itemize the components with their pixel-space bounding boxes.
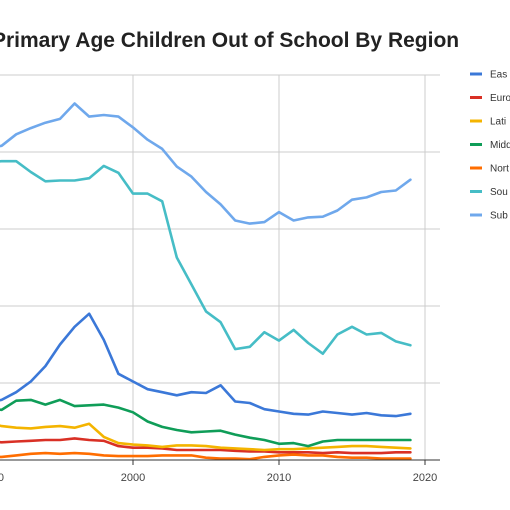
- series-line-6: [0, 102, 412, 225]
- x-tick-label: 2020: [413, 472, 437, 484]
- series-line-2: [0, 422, 412, 452]
- series-line-3: [0, 398, 412, 448]
- x-tick-label: 2010: [267, 472, 291, 484]
- gridlines: [0, 74, 440, 460]
- legend-label: Midd: [490, 140, 510, 151]
- chart-title: Primary Age Children Out of School By Re…: [0, 29, 459, 52]
- series-line-0: [0, 312, 412, 418]
- legend-label: Sub: [490, 211, 508, 222]
- legend-label: Euro: [490, 93, 510, 104]
- series-line-1: [0, 437, 412, 455]
- x-axis-ticks: 2000 2010 2020 0: [0, 460, 437, 484]
- legend: Eas Euro Lati Midd Nort Sou Sub: [470, 70, 510, 222]
- legend-label: Sou: [490, 187, 508, 198]
- x-tick-label: 2000: [121, 472, 145, 484]
- legend-label: Lati: [490, 117, 506, 128]
- series-line-4: [0, 451, 412, 461]
- x-tick-label-clipped: 0: [0, 472, 4, 484]
- series-line-5: [0, 159, 412, 356]
- legend-label: Eas: [490, 70, 507, 81]
- legend-label: Nort: [490, 164, 509, 175]
- series-lines: [0, 102, 412, 461]
